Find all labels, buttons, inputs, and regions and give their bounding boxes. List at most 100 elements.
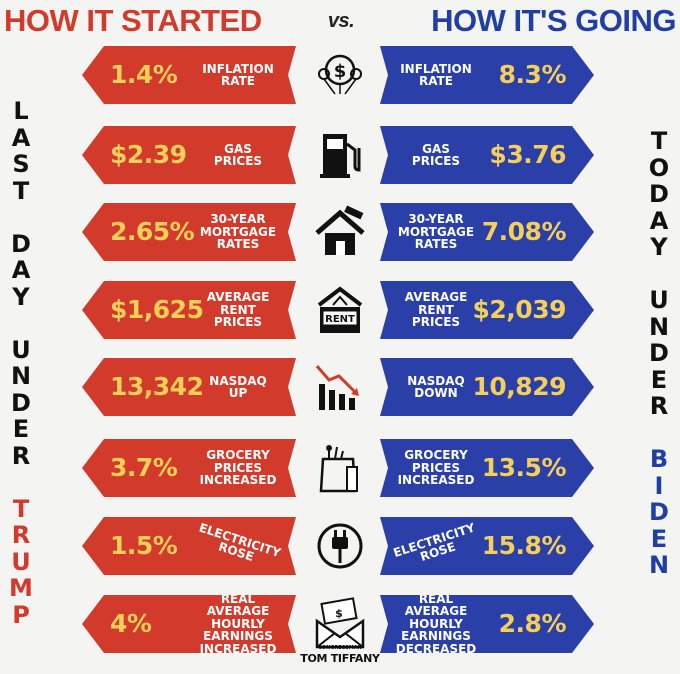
left-arrow-5: 13,342 NASDAQ UP: [82, 358, 296, 416]
right-value: 8.3%: [498, 60, 566, 89]
right-label: 30-YEAR MORTGAGE RATES: [397, 212, 475, 252]
left-label: GROCERY PRICES INCREASED: [199, 448, 277, 488]
stock-down-chart-icon: [308, 358, 372, 416]
side-letter: D: [11, 229, 31, 258]
right-arrow-7: ELECTRICITY ROSE 15.8%: [380, 517, 594, 575]
side-letter: A: [649, 206, 669, 235]
side-letter: [644, 261, 674, 288]
side-letter: R: [11, 521, 31, 549]
footer-name: TOM TIFFANY: [300, 652, 380, 665]
side-letter: R: [11, 441, 31, 470]
right-value: $2,039: [472, 295, 566, 324]
left-label: ELECTRICITY ROSE: [197, 520, 283, 564]
side-letter: D: [649, 180, 669, 208]
side-letter: T: [650, 127, 668, 155]
right-label: AVERAGE RENT PRICES: [404, 290, 468, 330]
left-arrow-3: 2.65% 30-YEAR MORTGAGE RATES: [82, 203, 296, 261]
left-value: $1,625: [110, 295, 204, 324]
left-label: AVERAGE RENT PRICES: [206, 290, 270, 330]
header-vs: vs.: [327, 10, 355, 32]
side-letter: I: [654, 471, 664, 500]
header-how-its-going: HOW IT'S GOING: [431, 3, 676, 38]
side-letter: E: [12, 415, 30, 443]
side-letter: M: [9, 574, 33, 602]
header-how-it-started: HOW IT STARTED: [4, 3, 262, 38]
right-arrow-1: INFLATION RATE 8.3%: [380, 46, 594, 104]
right-value: 15.8%: [481, 531, 566, 560]
side-letter: D: [649, 498, 669, 526]
side-letter: U: [649, 286, 669, 314]
right-value: 2.8%: [498, 609, 566, 638]
left-value: 13,342: [110, 372, 204, 401]
gas-pump-icon: [308, 126, 372, 184]
side-letter: E: [650, 365, 668, 394]
left-arrow-8: 4% REAL AVERAGE HOURLY EARNINGS INCREASED: [82, 595, 296, 653]
side-letter: T: [12, 494, 30, 523]
left-value: $2.39: [110, 140, 187, 169]
left-value: 1.5%: [110, 531, 178, 560]
side-letter: S: [12, 150, 30, 178]
right-value: $3.76: [489, 140, 566, 169]
right-label: ELECTRICITY ROSE: [391, 520, 477, 564]
side-letter: B: [649, 445, 669, 473]
side-letter: Y: [650, 233, 668, 261]
left-label: NASDAQ UP: [209, 373, 267, 400]
right-arrow-2: GAS PRICES $3.76: [380, 126, 594, 184]
left-label: 30-YEAR MORTGAGE RATES: [199, 212, 277, 252]
left-arrow-4: $1,625 AVERAGE RENT PRICES: [82, 281, 296, 339]
svg-text:$: $: [334, 61, 347, 82]
right-label: INFLATION RATE: [400, 61, 472, 88]
right-value: 7.08%: [481, 217, 566, 246]
right-label: GAS PRICES: [411, 141, 461, 168]
side-letter: Y: [12, 282, 30, 311]
left-label-underline: INCREASED: [199, 641, 277, 656]
side-letter: N: [648, 551, 670, 579]
side-letter: [6, 204, 36, 231]
left-value: 2.65%: [110, 217, 195, 246]
grocery-bag-icon: [308, 439, 372, 497]
side-letter: A: [11, 256, 31, 284]
cash-envelope-icon: $: [308, 595, 372, 653]
money-balloons-icon: $: [308, 46, 372, 104]
left-label: REAL AVERAGE HOURLY EARNINGS INCREASED: [199, 591, 277, 656]
right-label: NASDAQ DOWN: [407, 373, 465, 400]
left-arrow-7: 1.5% ELECTRICITY ROSE: [82, 517, 296, 575]
right-arrow-3: 30-YEAR MORTGAGE RATES 7.08%: [380, 203, 594, 261]
left-arrow-1: 1.4% INFLATION RATE: [82, 46, 296, 104]
right-arrow-6: GROCERY PRICES INCREASED 13.5%: [380, 439, 594, 497]
left-value: 1.4%: [110, 60, 178, 89]
side-letter: L: [13, 97, 29, 125]
right-label: GROCERY PRICES INCREASED: [397, 448, 475, 488]
right-arrow-4: AVERAGE RENT PRICES $2,039: [380, 281, 594, 339]
svg-text:$: $: [335, 607, 343, 620]
rent-sign-icon: RENT: [308, 281, 372, 339]
side-letter: U: [11, 547, 31, 576]
house-mortgage-icon: [308, 203, 372, 261]
left-arrow-6: 3.7% GROCERY PRICES INCREASED: [82, 439, 296, 497]
svg-text:RENT: RENT: [325, 314, 355, 325]
footer-congressman: CONGRESSMAN: [318, 645, 362, 651]
left-value: 3.7%: [110, 453, 178, 482]
right-arrow-8: REAL AVERAGE HOURLY EARNINGS DECREASED 2.8…: [380, 595, 594, 653]
side-letter: R: [649, 392, 669, 420]
side-letter: [6, 469, 36, 496]
side-letter: D: [11, 388, 31, 417]
left-arrow-2: $2.39 GAS PRICES: [82, 126, 296, 184]
side-letter: E: [650, 524, 668, 553]
right-value: 13.5%: [481, 453, 566, 482]
side-letter: [6, 310, 36, 337]
left-label: INFLATION RATE: [202, 61, 274, 88]
side-letter: D: [649, 339, 669, 367]
side-letter: A: [11, 123, 31, 152]
right-label: REAL AVERAGE HOURLY EARNINGS DECREASED: [395, 591, 477, 656]
side-letter: O: [648, 153, 670, 182]
left-value: 4%: [110, 609, 152, 638]
side-letter: U: [11, 335, 31, 364]
right-label-underline: DECREASED: [395, 641, 477, 656]
side-letter: [644, 420, 674, 447]
side-letter: N: [10, 362, 32, 390]
side-letter: P: [12, 600, 30, 629]
side-letter: N: [648, 312, 670, 341]
